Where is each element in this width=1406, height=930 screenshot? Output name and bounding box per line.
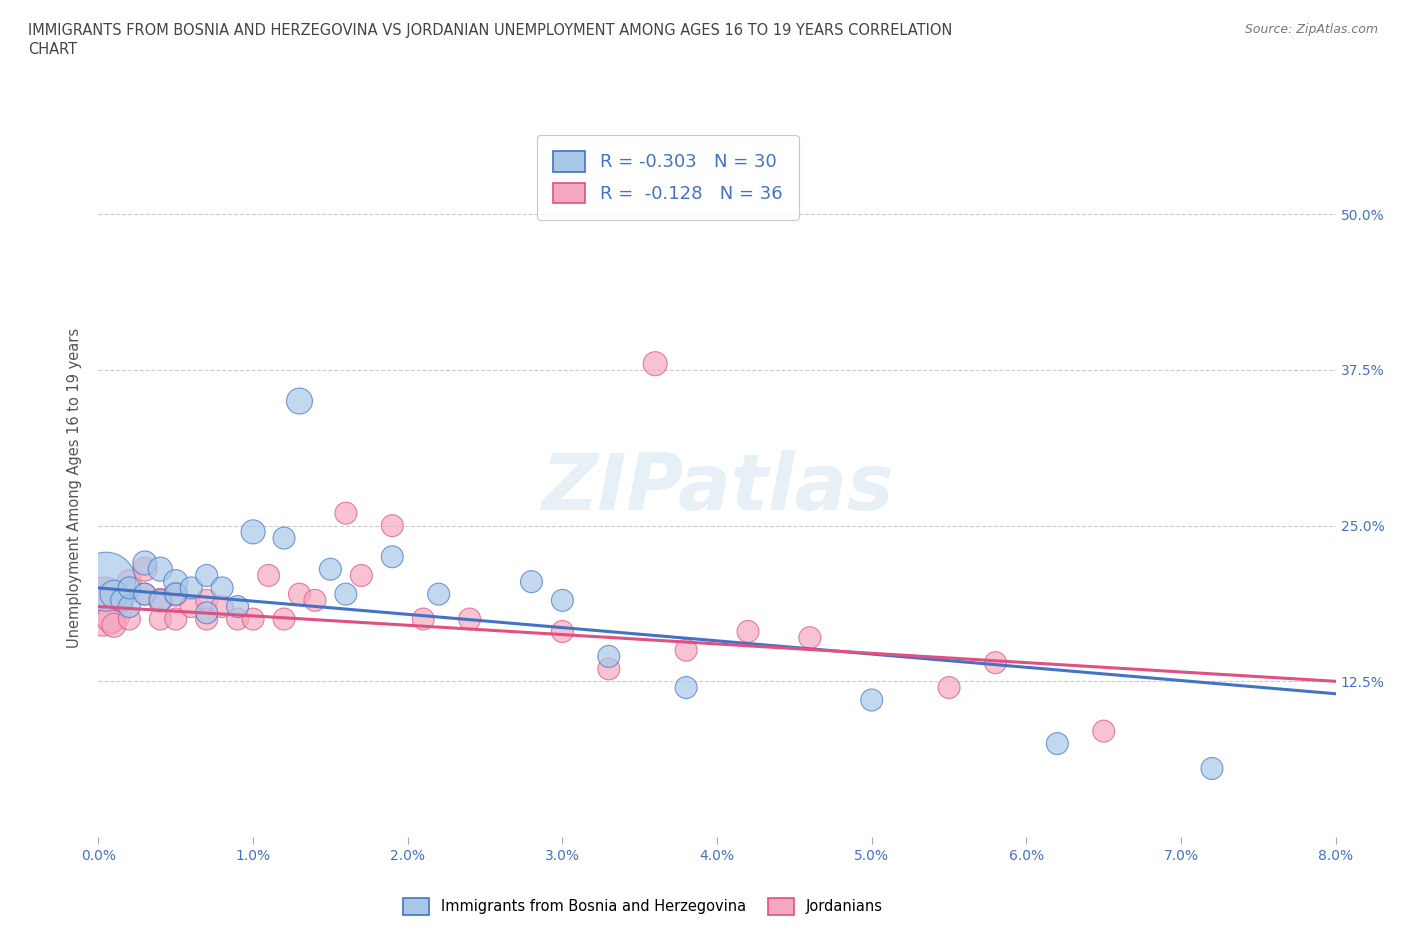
Point: [458, 612, 481, 627]
Point: [675, 680, 697, 695]
Point: [938, 680, 960, 695]
Point: [644, 356, 666, 371]
Point: [195, 605, 218, 620]
Point: [257, 568, 280, 583]
Legend: Immigrants from Bosnia and Herzegovina, Jordanians: Immigrants from Bosnia and Herzegovina, …: [396, 892, 889, 921]
Point: [226, 612, 249, 627]
Point: [165, 587, 187, 602]
Point: [111, 593, 134, 608]
Text: IMMIGRANTS FROM BOSNIA AND HERZEGOVINA VS JORDANIAN UNEMPLOYMENT AMONG AGES 16 T: IMMIGRANTS FROM BOSNIA AND HERZEGOVINA V…: [28, 23, 952, 38]
Point: [149, 612, 172, 627]
Point: [551, 624, 574, 639]
Point: [165, 587, 187, 602]
Point: [551, 593, 574, 608]
Point: [103, 587, 125, 602]
Point: [103, 618, 125, 632]
Point: [226, 599, 249, 614]
Point: [598, 649, 620, 664]
Point: [381, 518, 404, 533]
Point: [675, 643, 697, 658]
Point: [100, 612, 122, 627]
Point: [242, 525, 264, 539]
Point: [737, 624, 759, 639]
Point: [180, 580, 202, 595]
Y-axis label: Unemployment Among Ages 16 to 19 years: Unemployment Among Ages 16 to 19 years: [67, 328, 83, 648]
Point: [211, 580, 233, 595]
Point: [427, 587, 450, 602]
Point: [520, 574, 543, 589]
Point: [288, 393, 311, 408]
Point: [350, 568, 373, 583]
Point: [180, 599, 202, 614]
Point: [134, 587, 156, 602]
Point: [598, 661, 620, 676]
Text: CHART: CHART: [28, 42, 77, 57]
Point: [288, 587, 311, 602]
Point: [860, 693, 883, 708]
Point: [381, 550, 404, 565]
Point: [1092, 724, 1115, 738]
Point: [211, 599, 233, 614]
Point: [149, 593, 172, 608]
Point: [1046, 737, 1069, 751]
Point: [134, 587, 156, 602]
Point: [242, 612, 264, 627]
Text: Source: ZipAtlas.com: Source: ZipAtlas.com: [1244, 23, 1378, 36]
Point: [134, 555, 156, 570]
Point: [118, 580, 141, 595]
Point: [165, 574, 187, 589]
Point: [118, 599, 141, 614]
Point: [149, 593, 172, 608]
Point: [149, 562, 172, 577]
Point: [165, 612, 187, 627]
Point: [195, 593, 218, 608]
Text: ZIPatlas: ZIPatlas: [541, 450, 893, 526]
Point: [335, 506, 357, 521]
Point: [412, 612, 434, 627]
Point: [984, 656, 1007, 671]
Point: [91, 599, 114, 614]
Point: [118, 612, 141, 627]
Point: [111, 593, 134, 608]
Point: [96, 574, 118, 589]
Point: [195, 568, 218, 583]
Point: [273, 612, 295, 627]
Point: [273, 531, 295, 546]
Point: [1201, 761, 1223, 776]
Point: [195, 612, 218, 627]
Point: [335, 587, 357, 602]
Point: [304, 593, 326, 608]
Point: [799, 631, 821, 645]
Point: [118, 574, 141, 589]
Point: [134, 562, 156, 577]
Point: [319, 562, 342, 577]
